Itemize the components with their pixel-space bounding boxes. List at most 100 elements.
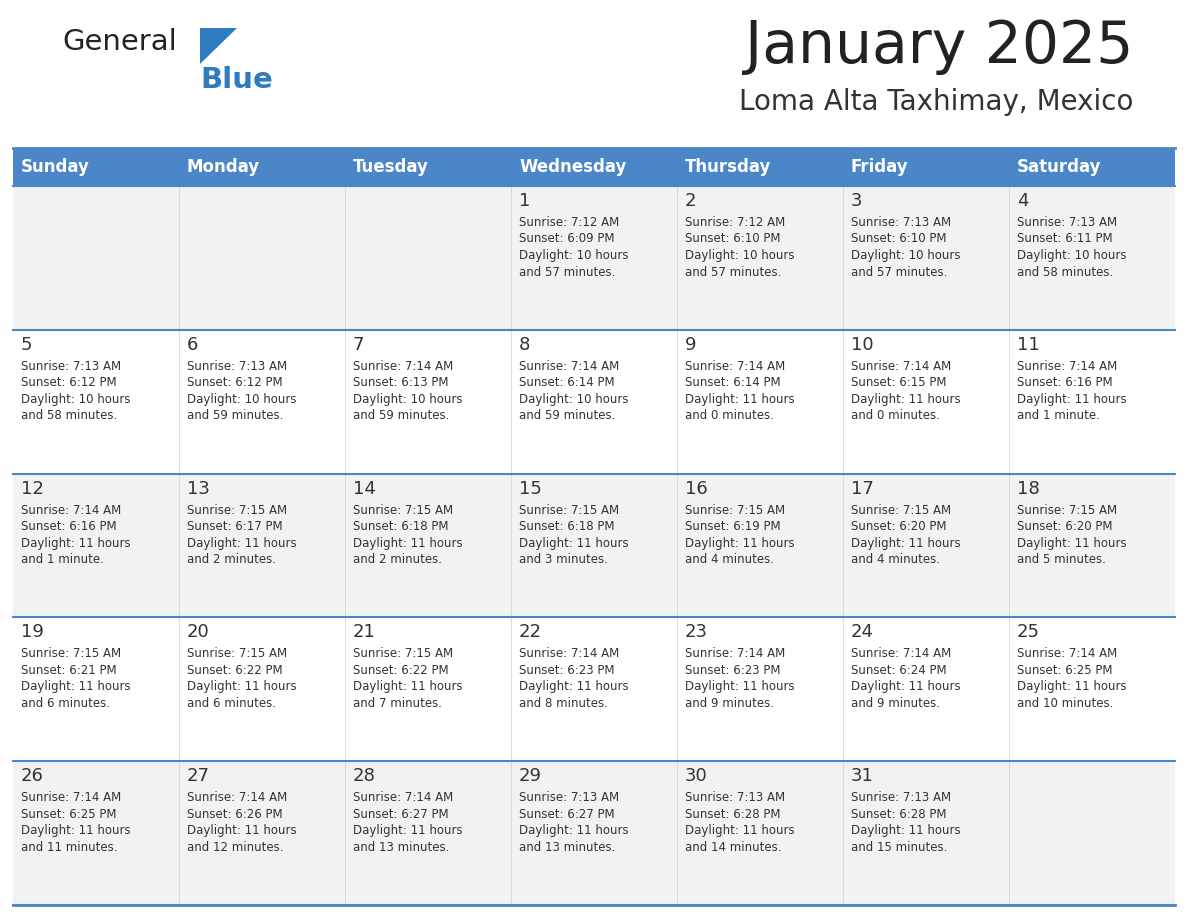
Bar [511,618,677,761]
Bar [843,474,1009,618]
Text: Sunrise: 7:14 AM: Sunrise: 7:14 AM [21,791,121,804]
Text: Sunrise: 7:15 AM: Sunrise: 7:15 AM [851,504,952,517]
Text: and 9 minutes.: and 9 minutes. [685,697,775,710]
Text: Sunrise: 7:14 AM: Sunrise: 7:14 AM [519,360,619,373]
Text: Daylight: 10 hours: Daylight: 10 hours [187,393,297,406]
Bar [179,330,345,474]
Bar [345,148,511,186]
Bar [511,148,677,186]
Text: and 11 minutes.: and 11 minutes. [21,841,118,854]
Text: and 1 minute.: and 1 minute. [21,554,103,566]
Text: and 4 minutes.: and 4 minutes. [685,554,775,566]
Text: 12: 12 [21,479,44,498]
Text: and 59 minutes.: and 59 minutes. [519,409,615,422]
Text: Daylight: 11 hours: Daylight: 11 hours [1017,537,1126,550]
Text: Daylight: 11 hours: Daylight: 11 hours [851,537,961,550]
Text: Sunrise: 7:15 AM: Sunrise: 7:15 AM [21,647,121,660]
Text: 8: 8 [519,336,530,353]
Text: Friday: Friday [851,158,909,176]
Text: Daylight: 10 hours: Daylight: 10 hours [1017,249,1126,262]
Text: 22: 22 [519,623,542,642]
Text: Daylight: 11 hours: Daylight: 11 hours [519,537,628,550]
Text: Sunrise: 7:13 AM: Sunrise: 7:13 AM [851,791,952,804]
Text: and 3 minutes.: and 3 minutes. [519,554,608,566]
Text: Sunrise: 7:14 AM: Sunrise: 7:14 AM [851,647,952,660]
Text: and 57 minutes.: and 57 minutes. [851,265,947,278]
Bar [1009,148,1175,186]
Text: 24: 24 [851,623,874,642]
Text: Sunrise: 7:15 AM: Sunrise: 7:15 AM [187,647,287,660]
Text: Sunrise: 7:13 AM: Sunrise: 7:13 AM [187,360,287,373]
Text: and 0 minutes.: and 0 minutes. [685,409,773,422]
Text: 18: 18 [1017,479,1040,498]
Text: 30: 30 [685,767,708,785]
Text: Sunrise: 7:14 AM: Sunrise: 7:14 AM [1017,360,1117,373]
Bar [1009,618,1175,761]
Text: and 12 minutes.: and 12 minutes. [187,841,284,854]
Text: Sunset: 6:22 PM: Sunset: 6:22 PM [353,664,449,677]
Text: Sunset: 6:24 PM: Sunset: 6:24 PM [851,664,947,677]
Text: Sunset: 6:17 PM: Sunset: 6:17 PM [187,521,283,533]
Text: and 13 minutes.: and 13 minutes. [353,841,449,854]
Bar [1009,761,1175,905]
Text: Sunset: 6:20 PM: Sunset: 6:20 PM [1017,521,1112,533]
Bar [511,474,677,618]
Bar [677,186,843,330]
Text: Daylight: 11 hours: Daylight: 11 hours [353,537,462,550]
Bar [677,330,843,474]
Text: 5: 5 [21,336,32,353]
Text: Daylight: 11 hours: Daylight: 11 hours [353,824,462,837]
Text: Daylight: 11 hours: Daylight: 11 hours [685,537,795,550]
Text: 10: 10 [851,336,873,353]
Text: Sunset: 6:25 PM: Sunset: 6:25 PM [1017,664,1112,677]
Text: and 57 minutes.: and 57 minutes. [685,265,782,278]
Bar [179,618,345,761]
Text: 27: 27 [187,767,210,785]
Bar [13,186,179,330]
Text: 26: 26 [21,767,44,785]
Text: Sunset: 6:28 PM: Sunset: 6:28 PM [851,808,947,821]
Text: Sunrise: 7:12 AM: Sunrise: 7:12 AM [519,216,619,229]
Text: Sunset: 6:09 PM: Sunset: 6:09 PM [519,232,614,245]
Text: 17: 17 [851,479,874,498]
Text: 13: 13 [187,479,210,498]
Text: Daylight: 11 hours: Daylight: 11 hours [851,393,961,406]
Text: 28: 28 [353,767,375,785]
Text: Daylight: 11 hours: Daylight: 11 hours [21,537,131,550]
Text: and 58 minutes.: and 58 minutes. [1017,265,1113,278]
Text: 1: 1 [519,192,530,210]
Text: Daylight: 11 hours: Daylight: 11 hours [1017,680,1126,693]
Text: and 6 minutes.: and 6 minutes. [21,697,110,710]
Text: Sunrise: 7:14 AM: Sunrise: 7:14 AM [1017,647,1117,660]
Text: 9: 9 [685,336,696,353]
Text: Daylight: 11 hours: Daylight: 11 hours [851,680,961,693]
Text: Daylight: 11 hours: Daylight: 11 hours [21,680,131,693]
Text: Daylight: 10 hours: Daylight: 10 hours [21,393,131,406]
Text: 19: 19 [21,623,44,642]
Text: and 2 minutes.: and 2 minutes. [353,554,442,566]
Text: Daylight: 10 hours: Daylight: 10 hours [685,249,795,262]
Bar [843,618,1009,761]
Text: Sunset: 6:18 PM: Sunset: 6:18 PM [353,521,449,533]
Bar [179,186,345,330]
Bar [1009,474,1175,618]
Text: Sunset: 6:13 PM: Sunset: 6:13 PM [353,376,449,389]
Text: Thursday: Thursday [685,158,771,176]
Text: 23: 23 [685,623,708,642]
Text: Daylight: 11 hours: Daylight: 11 hours [851,824,961,837]
Text: Tuesday: Tuesday [353,158,429,176]
Bar [677,618,843,761]
Bar [13,474,179,618]
Bar [511,186,677,330]
Text: Sunset: 6:12 PM: Sunset: 6:12 PM [187,376,283,389]
Text: Sunrise: 7:13 AM: Sunrise: 7:13 AM [21,360,121,373]
Text: and 10 minutes.: and 10 minutes. [1017,697,1113,710]
Text: and 2 minutes.: and 2 minutes. [187,554,276,566]
Text: 29: 29 [519,767,542,785]
Bar [13,148,179,186]
Text: and 15 minutes.: and 15 minutes. [851,841,947,854]
Text: Daylight: 10 hours: Daylight: 10 hours [519,249,628,262]
Bar [13,761,179,905]
Text: Sunset: 6:18 PM: Sunset: 6:18 PM [519,521,614,533]
Text: and 58 minutes.: and 58 minutes. [21,409,118,422]
